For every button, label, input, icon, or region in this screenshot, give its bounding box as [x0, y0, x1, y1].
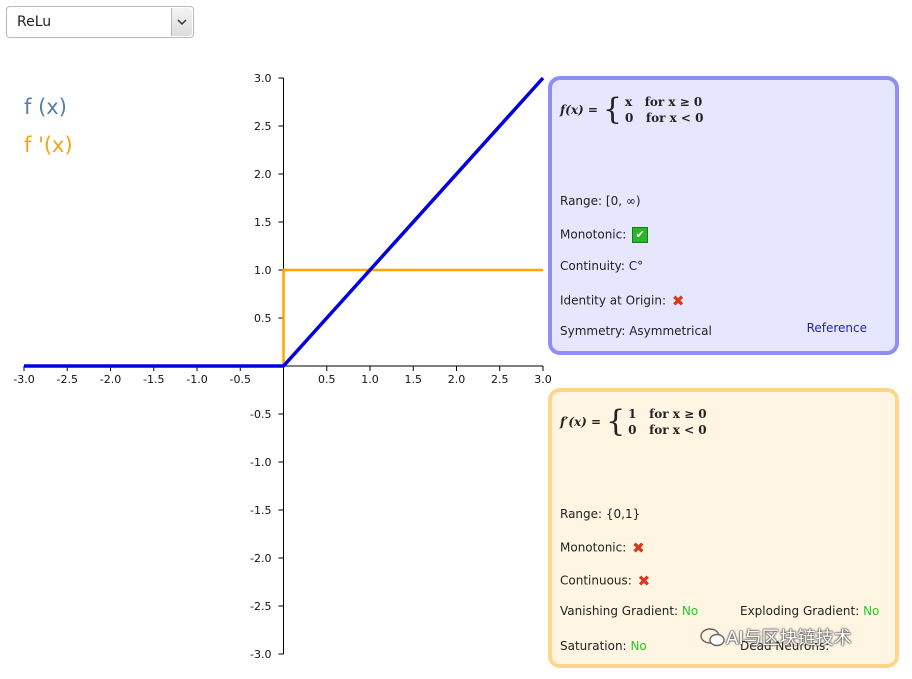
series-fx-line [24, 76, 545, 368]
legend-fx: f (x) [24, 95, 67, 119]
derivative-info-panel: f′(x) = { 1 for x ≥ 0 0 for x < 0 Range:… [548, 388, 899, 668]
x-tick-label: -1.5 [143, 373, 164, 386]
x-tick-label: 1.5 [405, 373, 423, 386]
activation-select-value: ReLu [17, 14, 52, 30]
y-tick-label: 1.5 [254, 216, 272, 229]
x-tick-label: -2.0 [100, 373, 121, 386]
x-tick-label: 0.5 [318, 373, 336, 386]
legend-dfx: f '(x) [24, 133, 73, 157]
y-tick-label: 2.0 [254, 168, 272, 181]
y-tick-label: -2.5 [250, 600, 271, 613]
continuous-row: Continuous: ✖ [560, 572, 651, 590]
range-row: Range: [0, ∞) [560, 194, 641, 208]
x-tick-label: 2.0 [448, 373, 466, 386]
cross-icon: ✖ [632, 539, 645, 557]
x-tick-label: -2.5 [57, 373, 78, 386]
y-tick-label: -1.5 [250, 504, 271, 517]
y-tick-label: 3.0 [254, 72, 272, 85]
exploding-gradient-row: Exploding Gradient: No [740, 604, 880, 618]
y-tick-label: 1.0 [254, 264, 272, 277]
activation-select[interactable]: ReLu [6, 6, 194, 38]
y-tick-label: -3.0 [250, 648, 271, 661]
y-tick-label: -2.0 [250, 552, 271, 565]
saturation-row: Saturation: No [560, 639, 647, 653]
reference-link[interactable]: Reference [806, 321, 867, 335]
derivative-formula: f′(x) = { 1 for x ≥ 0 0 for x < 0 [560, 404, 707, 439]
function-formula: f(x) = { x for x ≥ 0 0 for x < 0 [560, 92, 704, 127]
x-tick-label: -1.0 [186, 373, 207, 386]
derivative-monotonic-row: Monotonic: ✖ [560, 539, 645, 557]
cross-icon: ✖ [637, 572, 651, 590]
x-tick-label: 3.0 [534, 373, 552, 386]
x-tick-label: 1.0 [361, 373, 379, 386]
function-info-panel: f(x) = { x for x ≥ 0 0 for x < 0 Range: … [548, 76, 899, 355]
y-tick-label: -0.5 [250, 408, 271, 421]
identity-row: Identity at Origin: ✖ [560, 292, 685, 310]
y-tick-label: 2.5 [254, 120, 272, 133]
continuity-row: Continuity: C° [560, 259, 644, 273]
monotonic-row: Monotonic: ✔ [560, 227, 649, 243]
y-tick-label: 0.5 [254, 312, 272, 325]
chevron-down-icon[interactable] [171, 8, 192, 36]
wechat-icon [700, 628, 725, 647]
symmetry-row: Symmetry: Asymmetrical [560, 324, 712, 338]
vanishing-gradient-row: Vanishing Gradient: No [560, 604, 699, 618]
x-tick-label: -0.5 [230, 373, 251, 386]
derivative-range-row: Range: {0,1} [560, 507, 641, 521]
x-tick-label: 2.5 [491, 373, 509, 386]
check-icon: ✔ [632, 227, 649, 243]
series-dfx-line [24, 268, 543, 368]
y-tick-label: -1.0 [250, 456, 271, 469]
watermark: AI与区块链技术 [700, 624, 852, 650]
x-tick-label: -3.0 [13, 373, 34, 386]
cross-icon: ✖ [671, 292, 685, 310]
dead-neurons-row: Dead Neurons: [740, 639, 830, 653]
